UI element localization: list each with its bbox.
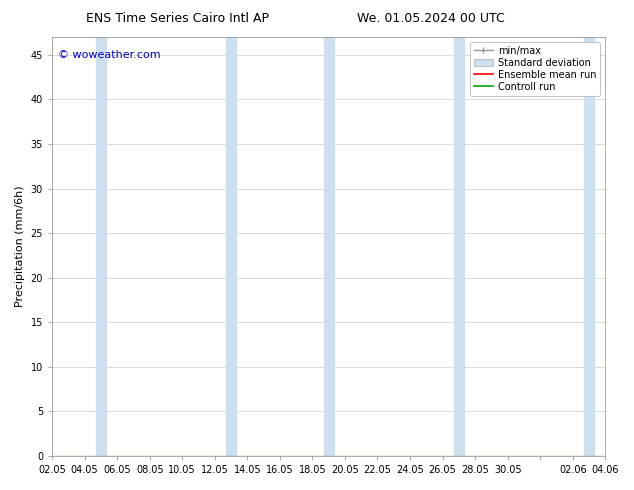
Bar	[96, 37, 106, 456]
Bar	[226, 37, 236, 456]
Bar	[584, 37, 594, 456]
Legend: min/max, Standard deviation, Ensemble mean run, Controll run: min/max, Standard deviation, Ensemble me…	[470, 42, 600, 96]
Y-axis label: Precipitation (mm/6h): Precipitation (mm/6h)	[15, 186, 25, 307]
Bar	[324, 37, 333, 456]
Text: © woweather.com: © woweather.com	[58, 49, 160, 60]
Text: We. 01.05.2024 00 UTC: We. 01.05.2024 00 UTC	[357, 12, 505, 25]
Text: ENS Time Series Cairo Intl AP: ENS Time Series Cairo Intl AP	[86, 12, 269, 25]
Bar	[454, 37, 463, 456]
